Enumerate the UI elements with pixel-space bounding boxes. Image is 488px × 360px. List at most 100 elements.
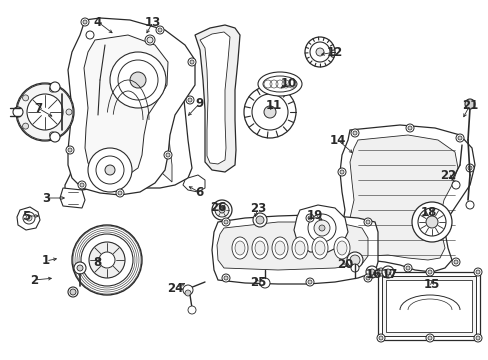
Circle shape: [376, 334, 384, 342]
Circle shape: [74, 262, 86, 274]
Circle shape: [350, 264, 358, 272]
Circle shape: [465, 164, 473, 172]
Circle shape: [307, 214, 335, 242]
Polygon shape: [347, 135, 457, 260]
Circle shape: [17, 84, 73, 140]
Circle shape: [405, 266, 409, 270]
Circle shape: [368, 269, 374, 275]
Circle shape: [49, 86, 55, 92]
Ellipse shape: [231, 237, 247, 259]
Text: 24: 24: [166, 282, 183, 294]
Circle shape: [264, 106, 275, 118]
Circle shape: [260, 278, 269, 288]
Circle shape: [26, 215, 32, 221]
Circle shape: [187, 58, 196, 66]
Ellipse shape: [258, 72, 302, 96]
Circle shape: [427, 336, 431, 340]
Circle shape: [222, 218, 229, 226]
Circle shape: [352, 260, 356, 264]
Circle shape: [411, 202, 451, 242]
Circle shape: [473, 268, 481, 276]
Text: 16: 16: [365, 269, 382, 282]
Circle shape: [251, 94, 287, 130]
Circle shape: [252, 213, 266, 227]
Circle shape: [68, 148, 72, 152]
Circle shape: [50, 132, 60, 142]
Circle shape: [110, 52, 165, 108]
Circle shape: [86, 31, 94, 39]
Circle shape: [49, 132, 55, 138]
Circle shape: [130, 72, 146, 88]
Circle shape: [185, 96, 194, 104]
Circle shape: [465, 201, 473, 209]
Bar: [377, 272, 479, 340]
Text: 12: 12: [326, 45, 343, 59]
Polygon shape: [212, 215, 377, 284]
Circle shape: [451, 181, 459, 189]
Circle shape: [224, 276, 227, 280]
Circle shape: [313, 220, 329, 236]
Circle shape: [22, 123, 28, 129]
Circle shape: [165, 153, 170, 157]
Circle shape: [346, 252, 362, 268]
Polygon shape: [195, 25, 240, 172]
Text: 26: 26: [209, 201, 226, 213]
Circle shape: [305, 214, 313, 222]
Ellipse shape: [254, 241, 264, 255]
Circle shape: [349, 255, 359, 265]
Circle shape: [81, 18, 89, 26]
Text: 25: 25: [249, 276, 265, 289]
Circle shape: [244, 86, 295, 138]
Text: 23: 23: [249, 202, 265, 215]
Text: 6: 6: [195, 185, 203, 198]
Circle shape: [307, 280, 311, 284]
Circle shape: [212, 200, 231, 220]
Ellipse shape: [271, 237, 287, 259]
Text: 1: 1: [42, 255, 50, 267]
Text: 4: 4: [94, 15, 102, 28]
Circle shape: [384, 269, 390, 275]
Circle shape: [99, 252, 115, 268]
Circle shape: [22, 95, 28, 101]
Circle shape: [147, 37, 153, 43]
Circle shape: [425, 268, 433, 276]
Circle shape: [77, 265, 83, 271]
Bar: [385, 280, 471, 332]
Circle shape: [163, 151, 172, 159]
Polygon shape: [77, 60, 172, 182]
Circle shape: [187, 306, 196, 314]
Circle shape: [451, 258, 459, 266]
Circle shape: [224, 220, 227, 224]
Polygon shape: [217, 222, 367, 270]
Text: 11: 11: [265, 99, 282, 112]
Circle shape: [27, 94, 63, 130]
Polygon shape: [17, 207, 40, 230]
Text: 10: 10: [280, 77, 297, 90]
Circle shape: [105, 165, 115, 175]
Circle shape: [307, 216, 311, 220]
Text: 18: 18: [420, 206, 436, 219]
Text: 15: 15: [423, 279, 439, 292]
Circle shape: [337, 228, 346, 236]
Circle shape: [473, 334, 481, 342]
Circle shape: [339, 230, 343, 234]
Circle shape: [405, 124, 413, 132]
Ellipse shape: [294, 241, 305, 255]
Circle shape: [305, 37, 334, 67]
Circle shape: [363, 218, 371, 226]
Circle shape: [464, 99, 474, 109]
Text: 8: 8: [93, 256, 101, 269]
Circle shape: [403, 264, 411, 272]
Circle shape: [455, 134, 463, 142]
Ellipse shape: [314, 241, 325, 255]
Circle shape: [453, 260, 457, 264]
Circle shape: [96, 156, 124, 184]
Circle shape: [219, 207, 224, 213]
Text: 17: 17: [381, 269, 397, 282]
Circle shape: [222, 274, 229, 282]
Circle shape: [118, 191, 122, 195]
Circle shape: [339, 170, 343, 174]
Text: 5: 5: [22, 210, 30, 222]
Ellipse shape: [16, 83, 74, 141]
Text: 21: 21: [461, 99, 477, 112]
